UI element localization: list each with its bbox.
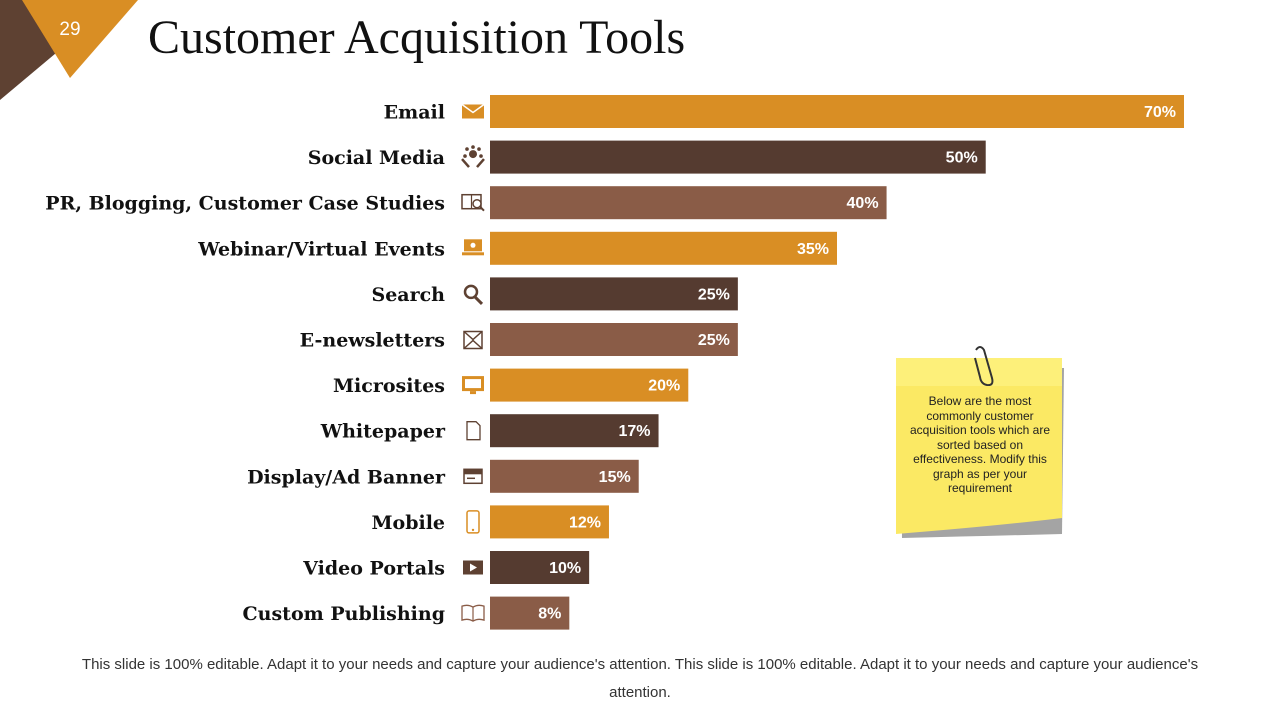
bar-value-label: 25% (698, 286, 730, 303)
category-label: E-newsletters (300, 330, 445, 352)
bar (490, 551, 590, 584)
category-label: Custom Publishing (243, 603, 445, 625)
bar (490, 368, 689, 402)
bar (490, 505, 609, 539)
document-icon (466, 421, 481, 441)
newsletter-envelope-icon (463, 330, 483, 350)
category-label: Whitepaper (320, 421, 446, 443)
bar (490, 323, 738, 356)
sticky-note-text: Below are the most commonly customer acq… (909, 394, 1051, 495)
envelope-icon (461, 103, 485, 119)
category-label: PR, Blogging, Customer Case Studies (45, 193, 445, 215)
bar (490, 95, 1184, 128)
sticky-note: Below are the most commonly customer acq… (896, 358, 1064, 540)
paperclip-icon (974, 346, 994, 386)
category-label: Social Media (308, 147, 445, 169)
page-title: Customer Acquisition Tools (148, 11, 686, 64)
open-book-icon (461, 604, 485, 622)
bar-value-label: 17% (619, 423, 651, 440)
category-label: Email (384, 102, 445, 124)
bar-value-label: 40% (847, 195, 879, 212)
bar-value-label: 20% (648, 378, 680, 395)
bar (490, 277, 738, 311)
bar (490, 140, 986, 174)
category-label: Video Portals (302, 558, 445, 580)
bar-value-label: 15% (599, 469, 631, 486)
bar (490, 459, 639, 493)
bar-value-label: 50% (946, 150, 978, 167)
ad-banner-icon (463, 468, 483, 485)
bar-value-label: 35% (797, 241, 829, 258)
footer-text: This slide is 100% editable. Adapt it to… (81, 656, 1199, 701)
bar-value-label: 12% (569, 514, 601, 531)
category-label: Microsites (333, 375, 445, 397)
bar (490, 596, 570, 630)
bar-value-label: 25% (698, 332, 730, 349)
bar (490, 231, 837, 265)
category-label: Search (371, 284, 445, 306)
search-icon (463, 284, 484, 305)
book-magnifier-icon (461, 193, 485, 212)
monitor-icon (462, 376, 484, 395)
corner-decoration (0, 0, 140, 105)
mobile-phone-icon (466, 510, 480, 534)
bar-value-label: 8% (538, 606, 561, 623)
category-label: Mobile (371, 512, 445, 534)
webinar-icon (462, 239, 484, 256)
social-hands-icon (461, 145, 485, 168)
bar (490, 414, 659, 448)
bar-value-label: 70% (1144, 104, 1176, 121)
bar-value-label: 10% (549, 560, 581, 577)
slide-number: 29 (59, 19, 81, 40)
bar-chart: Email 70% Social Media 50% PR, Blogging, Cus… (45, 95, 1184, 630)
category-label: Display/Ad Banner (247, 466, 446, 488)
category-label: Webinar/Virtual Events (197, 238, 445, 260)
video-player-icon (463, 560, 483, 575)
bar (490, 186, 887, 220)
